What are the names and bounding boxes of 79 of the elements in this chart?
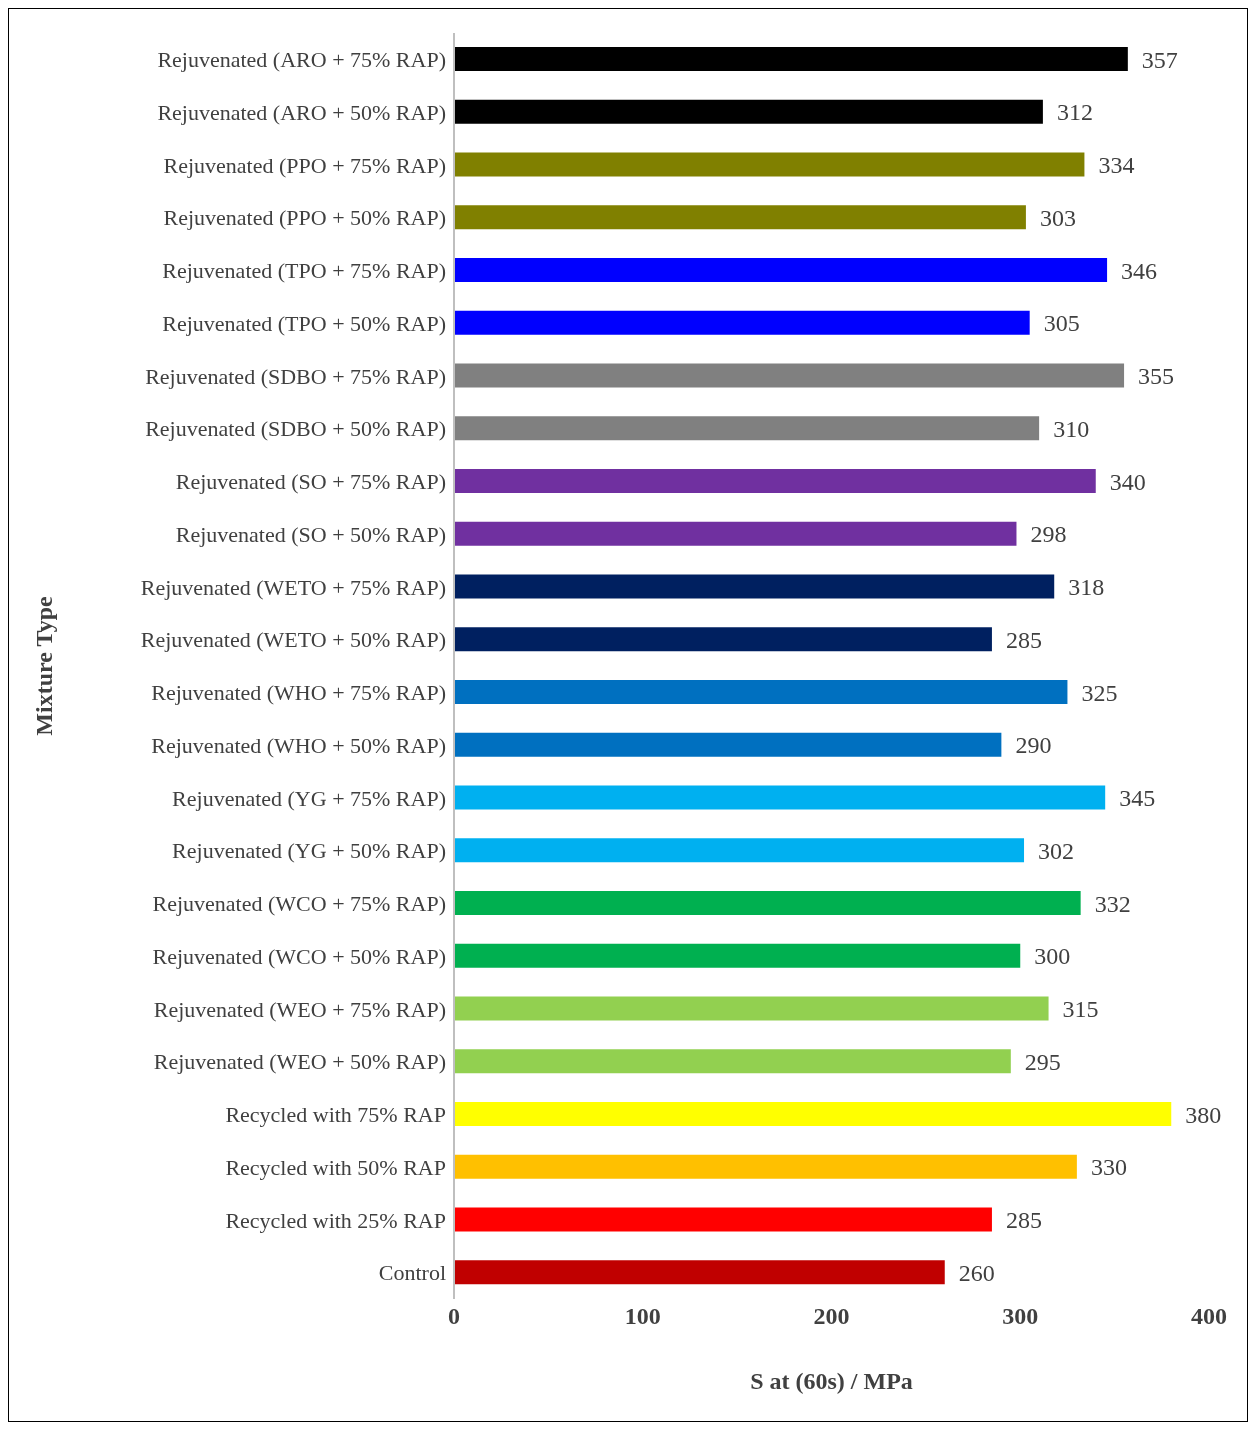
bar	[454, 574, 1055, 599]
data-label: 300	[1034, 943, 1071, 970]
bar	[454, 785, 1106, 810]
bar	[454, 996, 1049, 1021]
bar	[454, 47, 1128, 71]
y-tick-label: Rejuvenated (ARO + 50% RAP)	[157, 99, 446, 125]
y-tick-label: Rejuvenated (SDBO + 75% RAP)	[145, 363, 446, 389]
data-label: 298	[1030, 521, 1067, 548]
y-tick-label: Rejuvenated (PPO + 75% RAP)	[163, 152, 446, 178]
x-tick-label: 400	[1191, 1303, 1227, 1330]
data-label: 310	[1053, 415, 1090, 442]
bar	[454, 152, 1085, 177]
x-tick-label: 200	[813, 1303, 850, 1330]
data-label: 318	[1068, 574, 1105, 601]
bar	[454, 891, 1081, 915]
y-tick-label: Rejuvenated (WHO + 50% RAP)	[151, 732, 446, 758]
bar	[454, 1260, 945, 1285]
data-label: 302	[1038, 837, 1075, 864]
bar	[454, 258, 1108, 282]
data-label: 290	[1015, 732, 1052, 759]
y-tick-label: Rejuvenated (WEO + 50% RAP)	[153, 1049, 446, 1075]
y-tick-label: Rejuvenated (TPO + 50% RAP)	[162, 310, 446, 336]
bar	[454, 838, 1025, 863]
y-tick-label: Recycled with 25% RAP	[225, 1207, 446, 1233]
x-axis-title: S at (60s) / MPa	[750, 1368, 913, 1394]
bar	[454, 1207, 992, 1232]
data-label: 325	[1081, 679, 1118, 706]
y-axis-title: Mixture Type	[30, 595, 57, 736]
data-label: 260	[958, 1259, 995, 1286]
data-label: 346	[1121, 257, 1158, 284]
x-tick-label: 300	[1002, 1303, 1039, 1330]
y-tick-label: Rejuvenated (WHO + 75% RAP)	[151, 680, 446, 706]
y-tick-label: Rejuvenated (TPO + 75% RAP)	[162, 258, 446, 284]
data-label: 355	[1138, 363, 1175, 390]
bar	[454, 1154, 1077, 1179]
y-tick-label: Rejuvenated (YG + 50% RAP)	[172, 838, 446, 864]
bar	[454, 205, 1026, 230]
data-label: 340	[1109, 468, 1146, 495]
x-tick-label: 0	[448, 1303, 460, 1330]
bar	[454, 680, 1068, 704]
y-tick-label: Rejuvenated (ARO + 75% RAP)	[157, 47, 446, 73]
data-label: 305	[1043, 310, 1080, 337]
bar	[454, 732, 1002, 757]
y-tick-label: Rejuvenated (WCO + 50% RAP)	[152, 943, 446, 969]
bar	[454, 521, 1017, 546]
bar	[454, 627, 992, 652]
bar	[454, 943, 1021, 968]
data-label: 345	[1119, 785, 1156, 812]
y-tick-label: Rejuvenated (SO + 75% RAP)	[175, 469, 446, 495]
y-tick-label: Rejuvenated (YG + 75% RAP)	[172, 785, 446, 811]
data-label: 285	[1005, 626, 1042, 653]
y-tick-label: Rejuvenated (WCO + 75% RAP)	[152, 891, 446, 917]
y-tick-label: Recycled with 50% RAP	[225, 1154, 446, 1180]
bar	[454, 99, 1043, 124]
y-tick-label: Rejuvenated (WETO + 50% RAP)	[140, 627, 446, 653]
bar	[454, 363, 1125, 388]
data-label: 330	[1090, 1154, 1127, 1181]
x-tick-label: 100	[624, 1303, 661, 1330]
bar	[454, 416, 1040, 441]
y-tick-label: Rejuvenated (WEO + 75% RAP)	[153, 996, 446, 1022]
bar	[454, 1049, 1011, 1074]
data-label: 332	[1094, 890, 1131, 917]
y-tick-label: Control	[378, 1260, 446, 1286]
data-label: 285	[1005, 1207, 1042, 1234]
y-tick-label: Recycled with 75% RAP	[225, 1102, 446, 1128]
y-tick-label: Rejuvenated (WETO + 75% RAP)	[140, 574, 446, 600]
data-label: 315	[1062, 996, 1099, 1023]
y-tick-label: Rejuvenated (SO + 50% RAP)	[175, 521, 446, 547]
bar	[454, 469, 1096, 493]
data-label: 303	[1039, 204, 1076, 231]
data-label: 334	[1098, 152, 1135, 179]
y-tick-label: Rejuvenated (PPO + 50% RAP)	[163, 205, 446, 231]
data-label: 357	[1141, 46, 1178, 73]
y-tick-label: Rejuvenated (SDBO + 50% RAP)	[145, 416, 446, 442]
bar	[454, 1102, 1172, 1126]
bar	[454, 310, 1030, 335]
data-label: 312	[1056, 99, 1093, 126]
data-label: 295	[1024, 1048, 1061, 1075]
data-label: 380	[1185, 1101, 1222, 1128]
